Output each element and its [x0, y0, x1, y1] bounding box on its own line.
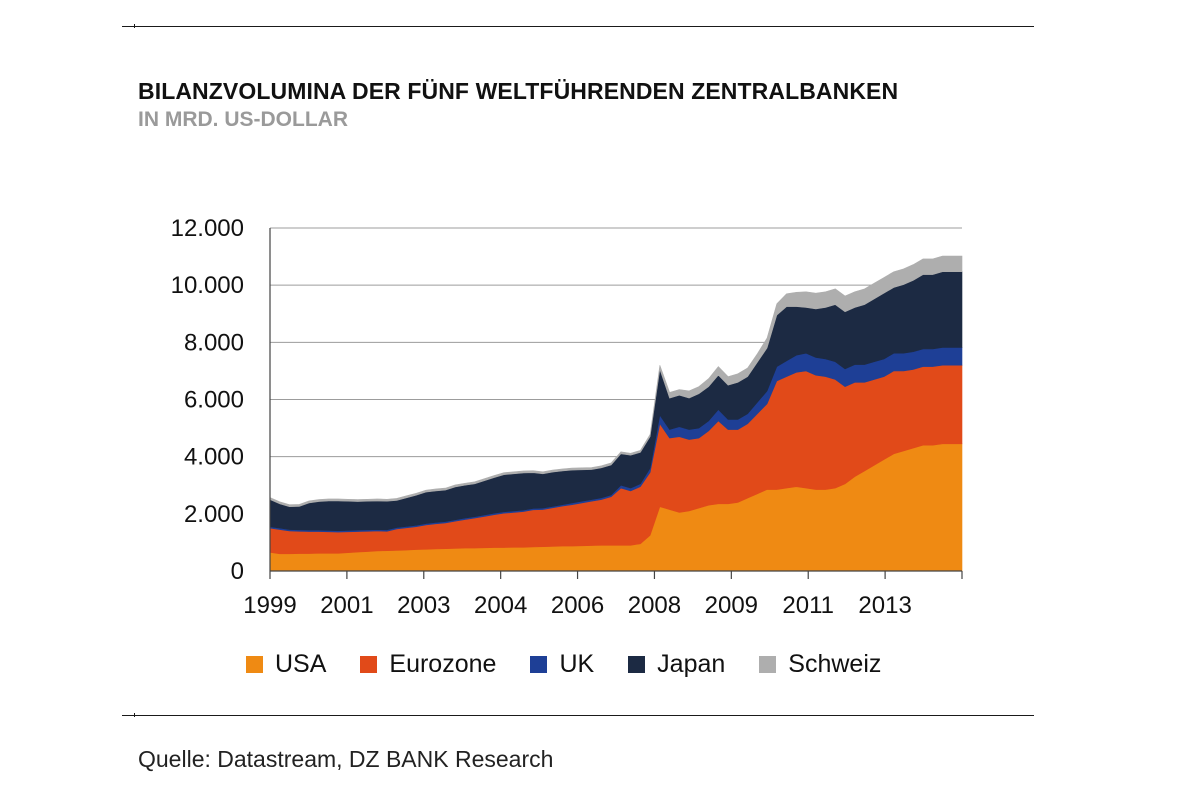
legend-item-schweiz: Schweiz — [759, 650, 881, 679]
legend-item-japan: Japan — [628, 650, 725, 679]
x-tick-label: 2003 — [397, 592, 450, 619]
y-tick-label: 8.000 — [184, 329, 244, 356]
y-tick-label: 6.000 — [184, 387, 244, 414]
legend-swatch — [530, 656, 548, 673]
bottom-rule-tick — [134, 713, 135, 717]
x-tick-label: 2001 — [320, 592, 373, 619]
chart-title: BILANZVOLUMINA DER FÜNF WELTFÜHRENDEN ZE… — [138, 78, 899, 104]
legend-item-usa: USA — [246, 650, 326, 679]
legend-label: Schweiz — [788, 650, 882, 678]
source-note: Quelle: Datastream, DZ BANK Research — [138, 746, 554, 772]
legend-swatch — [360, 656, 378, 673]
x-tick-label: 2006 — [551, 592, 604, 619]
bottom-rule — [122, 713, 1034, 717]
chart-subtitle: IN MRD. US-DOLLAR — [138, 108, 348, 131]
area-schweiz — [269, 255, 963, 507]
y-tick-label: 10.000 — [171, 272, 244, 299]
x-tick-label: 2008 — [628, 592, 681, 619]
legend-item-eurozone: Eurozone — [360, 650, 496, 679]
legend-label: Japan — [657, 650, 726, 678]
x-tick-label: 1999 — [243, 592, 296, 619]
legend-swatch — [628, 656, 646, 673]
top-rule-tick — [134, 24, 135, 28]
chart-legend: USA Eurozone UK Japan Schweiz — [246, 650, 915, 679]
x-tick-label: 2013 — [858, 592, 911, 619]
x-tick-label: 2009 — [705, 592, 758, 619]
legend-label: USA — [275, 650, 327, 678]
y-tick-label: 2.000 — [184, 501, 244, 528]
x-tick-label: 2004 — [474, 592, 527, 619]
legend-item-uk: UK — [530, 650, 594, 679]
legend-label: Eurozone — [389, 650, 497, 678]
top-rule — [122, 24, 1034, 28]
legend-swatch — [246, 656, 263, 673]
x-tick-label: 2011 — [782, 592, 834, 619]
y-tick-label: 12.000 — [171, 215, 244, 242]
y-tick-label: 4.000 — [184, 444, 244, 471]
legend-label: UK — [559, 650, 595, 678]
y-tick-label: 0 — [231, 558, 244, 585]
legend-swatch — [759, 656, 777, 673]
